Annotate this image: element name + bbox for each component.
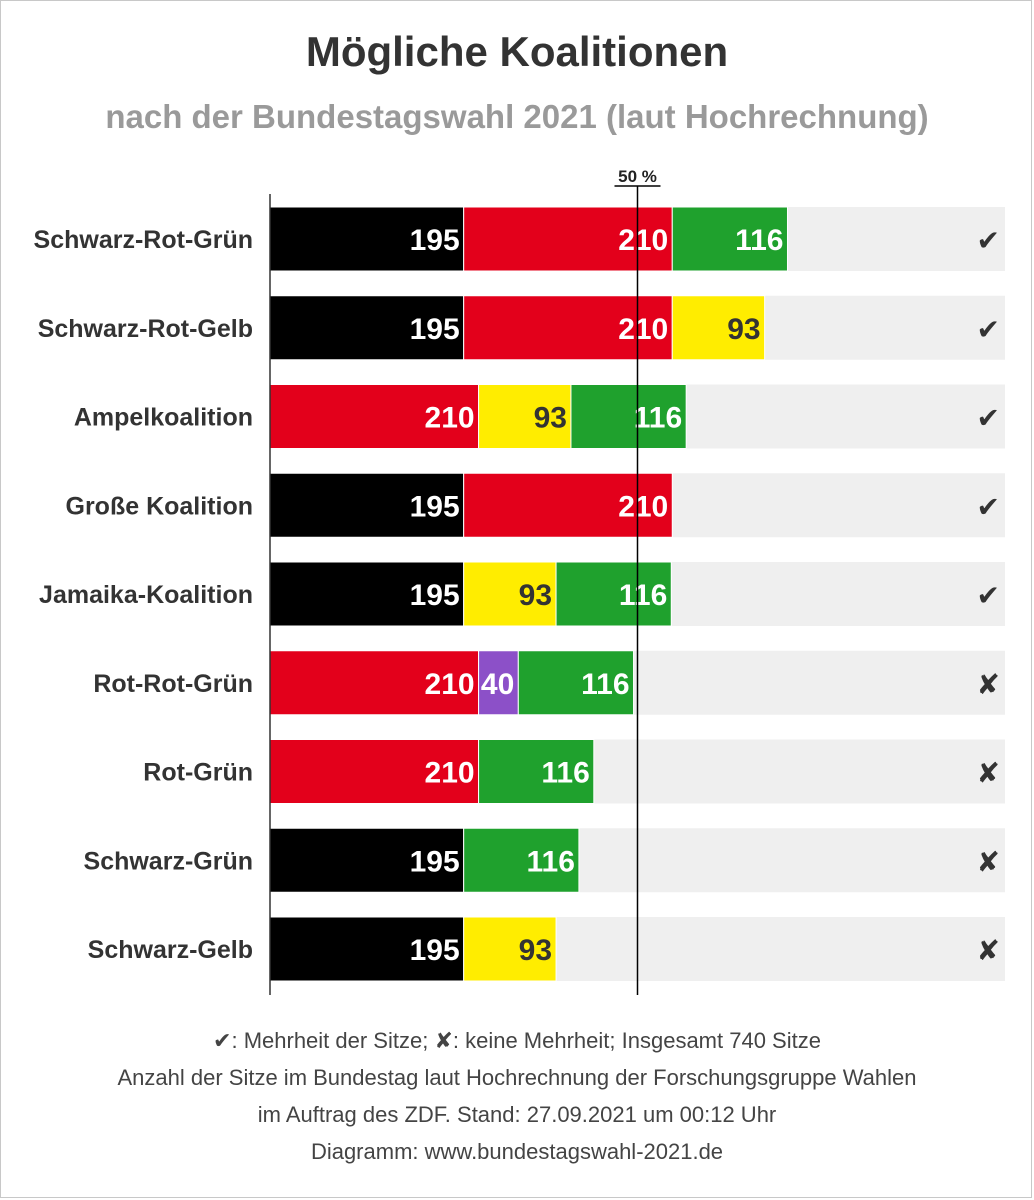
data-label-cdu-jamaika-koalition: 195 xyxy=(410,579,460,612)
data-label-gruene-ampelkoalition: 116 xyxy=(634,402,682,435)
bar-segment-fdp-schwarz-rot-gelb xyxy=(671,295,766,361)
data-label-linke-rot-rot-gruen: 40 xyxy=(481,668,514,701)
data-label-spd-schwarz-rot-gruen: 210 xyxy=(618,224,668,257)
majority-check-icon-jamaika-koalition: ✔ xyxy=(977,579,1000,612)
coalition-bar-chart: Schwarz-Rot-Grün 195 210 116 ✔ Schwarz-Rot-Ge… xyxy=(34,167,1005,995)
no-majority-cross-icon-schwarz-gelb: ✘ xyxy=(977,934,1000,967)
no-majority-cross-icon-rot-gruen: ✘ xyxy=(977,757,1000,790)
bar-segment-cdu-schwarz-gelb xyxy=(269,916,465,982)
footer-source: Anzahl der Sitze im Bundestag laut Hochr… xyxy=(117,1065,917,1090)
data-label-fdp-schwarz-gelb: 93 xyxy=(519,934,552,967)
bar-segment-gruene-ampelkoalition xyxy=(570,384,687,449)
data-label-fdp-schwarz-rot-gelb: 93 xyxy=(727,313,760,346)
data-label-cdu-schwarz-rot-gelb: 195 xyxy=(410,313,460,346)
bar-segment-cdu-grosse-koalition xyxy=(269,472,465,538)
footer-date: im Auftrag des ZDF. Stand: 27.09.2021 um… xyxy=(257,1102,777,1127)
bar-segment-fdp-schwarz-gelb xyxy=(463,916,557,982)
majority-check-icon-ampelkoalition: ✔ xyxy=(977,402,1000,435)
bar-segment-linke-rot-rot-gruen xyxy=(478,650,519,716)
category-label-jamaika-koalition: Jamaika-Koalition xyxy=(39,581,253,609)
category-label-rot-gruen: Rot-Grün xyxy=(143,759,253,787)
footer-legend: ✔: Mehrheit der Sitze; ✘: keine Mehrheit… xyxy=(213,1028,821,1053)
bar-segment-gruene-schwarz-rot-gruen xyxy=(671,206,788,272)
bar-segment-gruene-rot-rot-gruen xyxy=(517,650,635,716)
data-label-gruene-schwarz-rot-gruen: 116 xyxy=(735,224,783,257)
data-label-cdu-schwarz-gelb: 195 xyxy=(410,934,460,967)
data-label-gruene-schwarz-gruen: 116 xyxy=(526,845,574,878)
data-label-cdu-schwarz-gruen: 195 xyxy=(410,845,460,878)
data-label-fdp-jamaika-koalition: 93 xyxy=(519,579,552,612)
category-label-schwarz-rot-gelb: Schwarz-Rot-Gelb xyxy=(38,315,253,343)
no-majority-cross-icon-schwarz-gruen: ✘ xyxy=(977,845,1000,878)
bar-segment-spd-rot-gruen xyxy=(269,739,480,804)
data-label-cdu-schwarz-rot-gruen: 195 xyxy=(410,224,460,257)
category-label-ampelkoalition: Ampelkoalition xyxy=(74,404,253,432)
bar-segment-cdu-schwarz-rot-gelb xyxy=(269,295,465,361)
data-label-gruene-rot-gruen: 116 xyxy=(541,757,589,790)
data-label-spd-rot-rot-gruen: 210 xyxy=(425,668,475,701)
bar-segment-fdp-ampelkoalition xyxy=(478,384,572,449)
data-label-spd-rot-gruen: 210 xyxy=(425,757,475,790)
no-majority-cross-icon-rot-rot-gruen: ✘ xyxy=(977,668,1000,701)
threshold-label: 50 % xyxy=(618,167,657,186)
chart-subtitle: nach der Bundestagswahl 2021 (laut Hochr… xyxy=(105,98,929,135)
data-label-spd-ampelkoalition: 210 xyxy=(425,402,475,435)
data-label-spd-schwarz-rot-gelb: 210 xyxy=(618,313,668,346)
data-label-gruene-jamaika-koalition: 116 xyxy=(619,579,667,612)
data-label-spd-grosse-koalition: 210 xyxy=(618,490,668,523)
majority-check-icon-grosse-koalition: ✔ xyxy=(977,490,1000,523)
category-label-schwarz-gelb: Schwarz-Gelb xyxy=(88,936,253,964)
data-label-cdu-grosse-koalition: 195 xyxy=(410,490,460,523)
chart-footer: ✔: Mehrheit der Sitze; ✘: keine Mehrheit… xyxy=(0,1022,1034,1170)
category-label-grosse-koalition: Große Koalition xyxy=(66,492,254,520)
bar-segment-spd-ampelkoalition xyxy=(269,384,480,449)
chart-title: Mögliche Koalitionen xyxy=(305,28,729,75)
majority-check-icon-schwarz-rot-gruen: ✔ xyxy=(977,224,1000,257)
bar-segment-fdp-jamaika-koalition xyxy=(463,561,557,627)
data-label-gruene-rot-rot-gruen: 116 xyxy=(581,668,629,701)
bar-segment-spd-rot-rot-gruen xyxy=(269,650,480,716)
category-label-schwarz-rot-gruen: Schwarz-Rot-Grün xyxy=(34,226,253,254)
data-label-fdp-ampelkoalition: 93 xyxy=(534,402,567,435)
bar-segment-cdu-jamaika-koalition xyxy=(269,561,465,627)
bar-segment-gruene-jamaika-koalition xyxy=(555,561,672,627)
footer-credit: Diagramm: www.bundestagswahl-2021.de xyxy=(310,1139,724,1164)
category-label-rot-rot-gruen: Rot-Rot-Grün xyxy=(93,670,253,698)
bar-segment-gruene-schwarz-gruen xyxy=(463,827,580,893)
bar-segment-cdu-schwarz-gruen xyxy=(269,827,465,893)
bar-segment-gruene-rot-gruen xyxy=(478,739,595,804)
majority-check-icon-schwarz-rot-gelb: ✔ xyxy=(977,313,1000,346)
category-label-schwarz-gruen: Schwarz-Grün xyxy=(84,847,253,875)
